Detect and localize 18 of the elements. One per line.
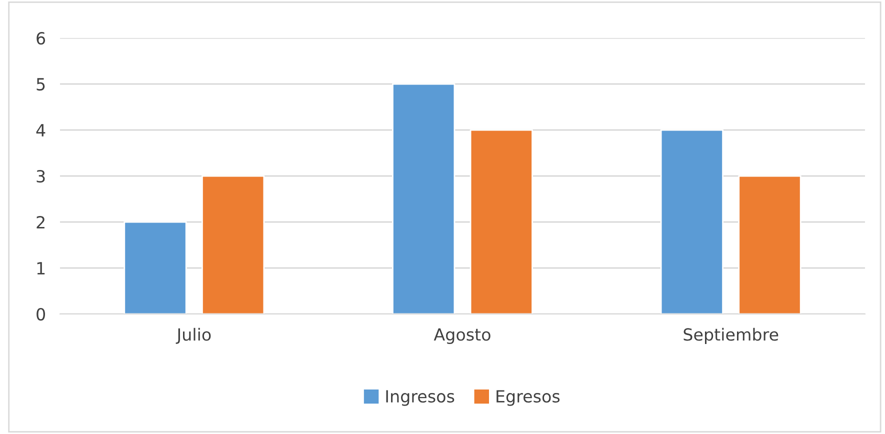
legend-label: Ingresos [386,390,454,406]
bar [392,83,456,314]
bar [124,221,187,314]
y-tick-label: 3 [36,170,45,183]
bar [738,175,802,314]
y-tick-label: 1 [37,262,45,274]
y-tick-label: 5 [36,78,45,91]
bar [470,129,533,314]
x-tick-label: Agosto [434,328,490,344]
y-tick-label: 6 [36,32,46,45]
x-tick-label: Julio [176,328,211,344]
legend-label: Egresos [496,390,560,406]
y-tick-label: 0 [36,308,46,321]
bar [202,175,265,314]
y-tick-label: 2 [36,216,44,228]
y-tick-label: 4 [36,124,46,136]
x-tick-label: Septiembre [684,328,778,344]
bar [660,129,724,314]
